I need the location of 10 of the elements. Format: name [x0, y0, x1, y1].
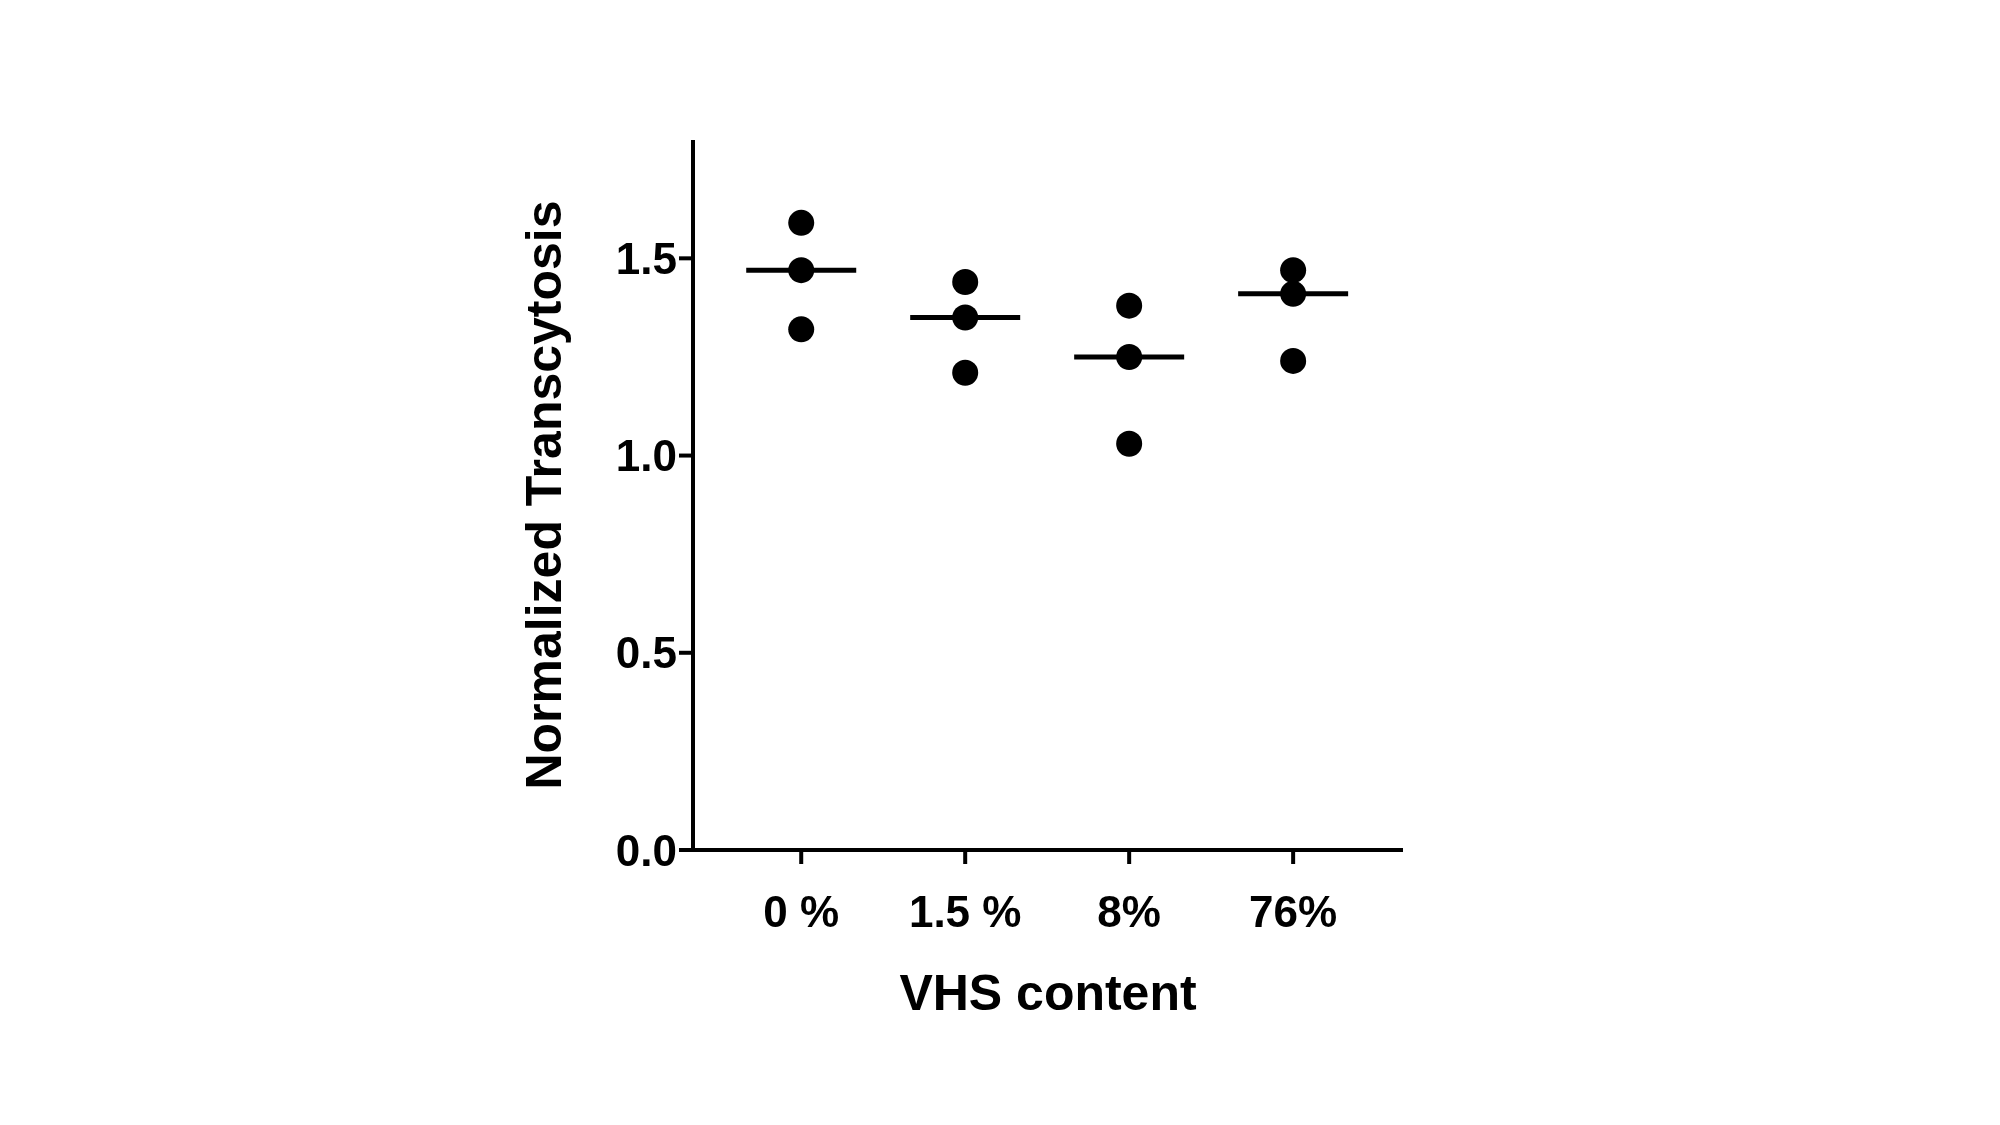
y-tick-label: 1.0 — [615, 431, 677, 481]
x-tick-label: 1.5 % — [908, 887, 1022, 937]
x-tick-label: 0 % — [763, 887, 840, 937]
y-axis-title: Normalized Transcytosis — [515, 200, 572, 790]
x-axis-title: VHS content — [899, 965, 1197, 1021]
y-tick-label: 1.5 — [615, 233, 677, 283]
x-tick-label: 8% — [1097, 887, 1161, 937]
y-tick-label: 0.0 — [615, 825, 677, 875]
y-tick-label: 0.5 — [615, 628, 677, 678]
x-tick-label: 76% — [1249, 887, 1338, 937]
